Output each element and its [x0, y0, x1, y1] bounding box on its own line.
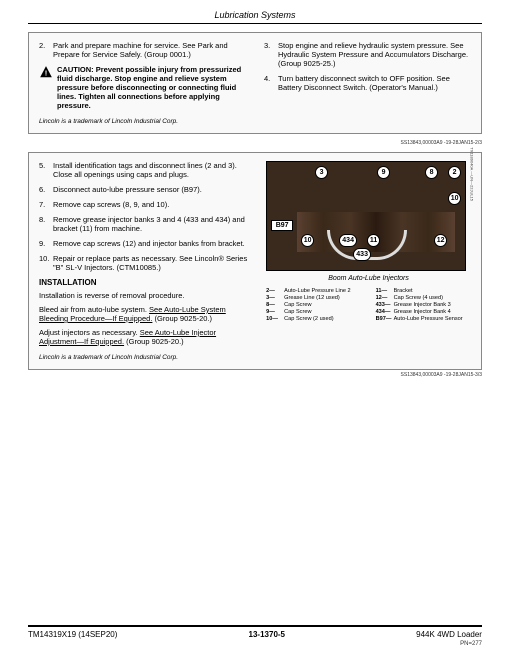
- legend-item: 9—Cap Screw: [266, 309, 361, 316]
- step-text: Remove cap screws (12) and injector bank…: [53, 239, 245, 248]
- step-text: Stop engine and relieve hydraulic system…: [278, 41, 471, 68]
- step-4: 4. Turn battery disconnect switch to OFF…: [264, 74, 471, 92]
- legend-item: 8—Cap Screw: [266, 302, 361, 309]
- page: Lubrication Systems 2. Park and prepare …: [0, 0, 510, 625]
- step-text: Remove grease injector banks 3 and 4 (43…: [53, 215, 254, 233]
- step-7: 7.Remove cap screws (8, 9, and 10).: [39, 200, 254, 209]
- legend-item: 3—Grease Line (12 used): [266, 295, 361, 302]
- step-9: 9.Remove cap screws (12) and injector ba…: [39, 239, 254, 248]
- legend-item: 12—Cap Screw (4 used): [376, 295, 471, 302]
- install-para-3: Adjust injectors as necessary. See Auto-…: [39, 328, 254, 346]
- step-2: 2. Park and prepare machine for service.…: [39, 41, 246, 59]
- figure: 3 9 8 2 10 B97 10 434 11 433 12: [266, 161, 466, 271]
- footer-right: 944K 4WD Loader: [416, 630, 482, 639]
- section-1: 2. Park and prepare machine for service.…: [28, 32, 482, 134]
- legend-item: 434—Grease Injector Bank 4: [376, 309, 471, 316]
- step-num: 5.: [39, 161, 53, 179]
- footer-left: TM14319X19 (14SEP20): [28, 630, 117, 639]
- callout-b97: B97: [271, 220, 293, 231]
- step-num: 6.: [39, 185, 53, 194]
- doc-code: SS13843,00003A9 -19-28JAN15-2/3: [28, 140, 482, 146]
- step-num: 8.: [39, 215, 53, 233]
- header-rule: [28, 23, 482, 24]
- figure-sidecode: TX1189040A —UN—22JUL15: [470, 147, 475, 201]
- trademark-note: Lincoln is a trademark of Lincoln Indust…: [39, 118, 246, 125]
- step-num: 4.: [264, 74, 278, 92]
- step-num: 9.: [39, 239, 53, 248]
- step-text: Remove cap screws (8, 9, and 10).: [53, 200, 169, 209]
- page-footer: TM14319X19 (14SEP20) 13-1370-5 944K 4WD …: [28, 625, 482, 639]
- sec2-right: 3 9 8 2 10 B97 10 434 11 433 12 TX118904…: [266, 161, 471, 361]
- step-8: 8.Remove grease injector banks 3 and 4 (…: [39, 215, 254, 233]
- legend-item: 11—Bracket: [376, 288, 471, 295]
- callout-10: 10: [448, 192, 461, 205]
- step-6: 6.Disconnect auto-lube pressure sensor (…: [39, 185, 254, 194]
- step-text: Install identification tags and disconne…: [53, 161, 254, 179]
- callout-433: 433: [353, 248, 371, 261]
- page-title: Lubrication Systems: [28, 10, 482, 20]
- caution-block: ! CAUTION: Prevent possible injury from …: [39, 65, 246, 110]
- sec1-col-left: 2. Park and prepare machine for service.…: [39, 41, 246, 125]
- doc-code: SS13843,00003A9 -19-28JAN15-3/3: [28, 372, 482, 378]
- step-text: Park and prepare machine for service. Se…: [53, 41, 246, 59]
- legend-item: 433—Grease Injector Bank 3: [376, 302, 471, 309]
- callout-3: 3: [315, 166, 328, 179]
- sec2-left: 5.Install identification tags and discon…: [39, 161, 254, 361]
- trademark-note: Lincoln is a trademark of Lincoln Indust…: [39, 354, 254, 361]
- legend-item: 10—Cap Screw (2 used): [266, 316, 361, 323]
- step-num: 3.: [264, 41, 278, 68]
- legend: 2—Auto-Lube Pressure Line 2 3—Grease Lin…: [266, 288, 471, 323]
- legend-item: B97—Auto-Lube Pressure Sensor: [376, 316, 471, 323]
- sec1-col-right: 3. Stop engine and relieve hydraulic sys…: [264, 41, 471, 125]
- legend-item: 2—Auto-Lube Pressure Line 2: [266, 288, 361, 295]
- step-10: 10.Repair or replace parts as necessary.…: [39, 254, 254, 272]
- step-3: 3. Stop engine and relieve hydraulic sys…: [264, 41, 471, 68]
- install-para-2: Bleed air from auto-lube system. See Aut…: [39, 305, 254, 323]
- step-text: Disconnect auto-lube pressure sensor (B9…: [53, 185, 202, 194]
- footer-page-num: 13-1370-5: [249, 630, 285, 639]
- callout-434: 434: [339, 234, 357, 247]
- caution-icon: !: [39, 65, 57, 110]
- callout-2: 2: [448, 166, 461, 179]
- caution-text: CAUTION: Prevent possible injury from pr…: [57, 65, 246, 110]
- step-text: Repair or replace parts as necessary. Se…: [53, 254, 254, 272]
- install-para-1: Installation is reverse of removal proce…: [39, 291, 254, 300]
- section-2: 5.Install identification tags and discon…: [28, 152, 482, 370]
- footer-pn: PN=277: [0, 641, 510, 647]
- figure-caption: Boom Auto-Lube Injectors: [266, 275, 471, 282]
- callout-8: 8: [425, 166, 438, 179]
- installation-heading: INSTALLATION: [39, 278, 254, 287]
- step-5: 5.Install identification tags and discon…: [39, 161, 254, 179]
- step-num: 10.: [39, 254, 53, 272]
- svg-text:!: !: [45, 69, 48, 78]
- step-num: 7.: [39, 200, 53, 209]
- step-text: Turn battery disconnect switch to OFF po…: [278, 74, 471, 92]
- step-num: 2.: [39, 41, 53, 59]
- callout-9: 9: [377, 166, 390, 179]
